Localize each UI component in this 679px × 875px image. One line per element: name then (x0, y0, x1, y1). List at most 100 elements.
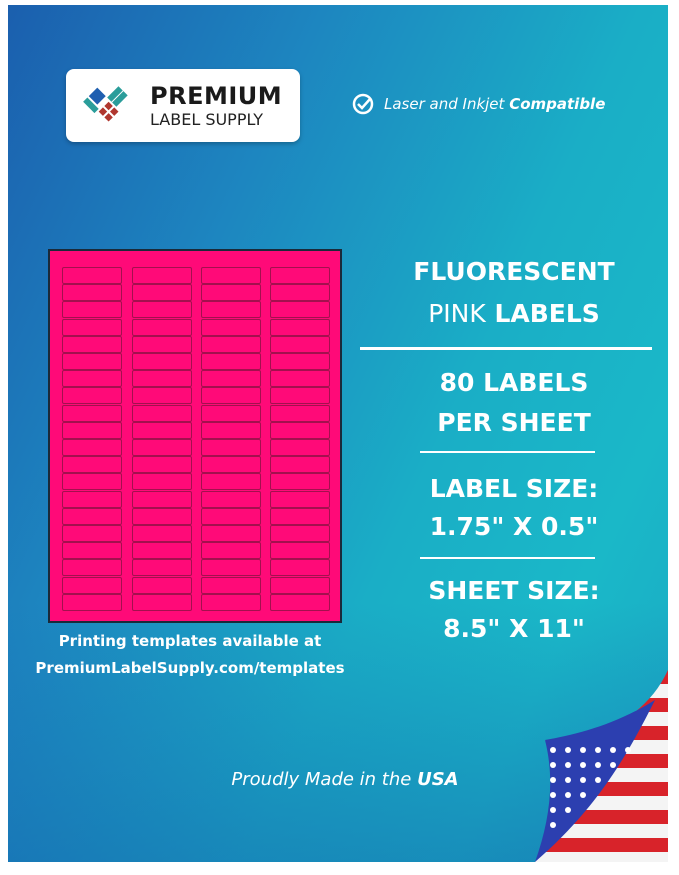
flag-star (625, 747, 631, 753)
flag-star (550, 807, 556, 813)
label-cell (62, 490, 122, 508)
flag-star (550, 747, 556, 753)
flag-star (565, 747, 571, 753)
count-line2: PER SHEET (437, 408, 591, 437)
templates-line1: Printing templates available at (58, 632, 322, 650)
label-cell (201, 353, 261, 370)
flag-stripe (535, 852, 668, 862)
label-cell (62, 439, 122, 456)
label-cell (132, 559, 192, 577)
flag-star (580, 747, 586, 753)
flag-star (565, 792, 571, 798)
flag-star (580, 792, 586, 798)
label-cell (62, 267, 122, 284)
label-cell (270, 559, 330, 577)
label-cell (270, 490, 330, 508)
check-circle-icon (352, 93, 374, 115)
flag-star (610, 762, 616, 768)
label-cell (62, 387, 122, 405)
flag-stripe (535, 838, 668, 852)
label-cell (270, 267, 330, 284)
flag-star (550, 822, 556, 828)
label-cell (132, 593, 192, 611)
label-size-value: 1.75" X 0.5" (429, 512, 599, 541)
label-cell (132, 439, 192, 456)
logo-mark-icon (83, 86, 128, 122)
label-cell (62, 542, 122, 560)
label-cell (201, 301, 261, 319)
label-cell (132, 353, 192, 370)
label-cell (201, 456, 261, 474)
label-cell (132, 456, 192, 474)
label-cell (270, 456, 330, 474)
label-cell (270, 576, 330, 594)
divider (420, 451, 595, 453)
brand-logo: PREMIUM LABEL SUPPLY (66, 69, 300, 142)
label-cell (62, 456, 122, 474)
label-cell (270, 318, 330, 336)
label-cell (62, 559, 122, 577)
flag-star (610, 747, 616, 753)
product-title-line2: PINK LABELS (368, 299, 660, 328)
label-cell (132, 404, 192, 422)
label-cell (201, 525, 261, 542)
label-cell (201, 404, 261, 422)
flag-star (595, 762, 601, 768)
label-cell (201, 576, 261, 594)
label-cell (132, 267, 192, 284)
flag-star (565, 762, 571, 768)
compat-text: Laser and Inkjet (384, 95, 505, 113)
label-cell (201, 559, 261, 577)
label-cell (270, 284, 330, 302)
label-cell (270, 542, 330, 560)
label-cell (62, 525, 122, 542)
label-cell (201, 593, 261, 611)
origin-text: Proudly Made in the (231, 769, 412, 790)
label-sheet-illustration (48, 249, 342, 623)
label-cell (270, 593, 330, 611)
product-title-rest: LABELS (494, 299, 600, 328)
label-cell (132, 576, 192, 594)
label-cell (132, 490, 192, 508)
label-cell (270, 370, 330, 388)
label-cell (201, 490, 261, 508)
flag-star (565, 807, 571, 813)
label-cell (62, 284, 122, 302)
flag-stripe (535, 670, 668, 684)
label-cell (62, 576, 122, 594)
sheet-size-value: 8.5" X 11" (443, 614, 585, 643)
label-cell (132, 318, 192, 336)
label-cell (62, 593, 122, 611)
label-cell (132, 542, 192, 560)
brand-name: PREMIUM (150, 82, 283, 110)
label-cell (270, 421, 330, 439)
brand-subtitle: LABEL SUPPLY (150, 110, 264, 129)
origin-emphasis: USA (417, 769, 459, 790)
product-title-line1: FLUORESCENT (413, 257, 615, 286)
label-cell (132, 335, 192, 353)
flag-star (550, 762, 556, 768)
label-cell (132, 301, 192, 319)
label-cell (270, 335, 330, 353)
us-flag-icon (535, 670, 668, 862)
label-cell (201, 335, 261, 353)
label-cell (270, 387, 330, 405)
label-cell (201, 318, 261, 336)
label-cell (201, 387, 261, 405)
flag-stripe (535, 684, 668, 698)
templates-url: PremiumLabelSupply.com/templates (35, 659, 345, 677)
label-cell (270, 404, 330, 422)
label-cell (132, 370, 192, 388)
divider (360, 347, 652, 350)
flag-star (580, 777, 586, 783)
flag-star (550, 792, 556, 798)
label-cell (62, 318, 122, 336)
label-cell (270, 473, 330, 491)
made-in-usa: Proudly Made in the USA (198, 769, 492, 790)
sheet-size-heading: SHEET SIZE: (428, 576, 600, 605)
label-cell (201, 473, 261, 491)
divider (420, 557, 595, 559)
flag-star (550, 777, 556, 783)
flag-stripe (535, 712, 668, 726)
flag-star (580, 762, 586, 768)
